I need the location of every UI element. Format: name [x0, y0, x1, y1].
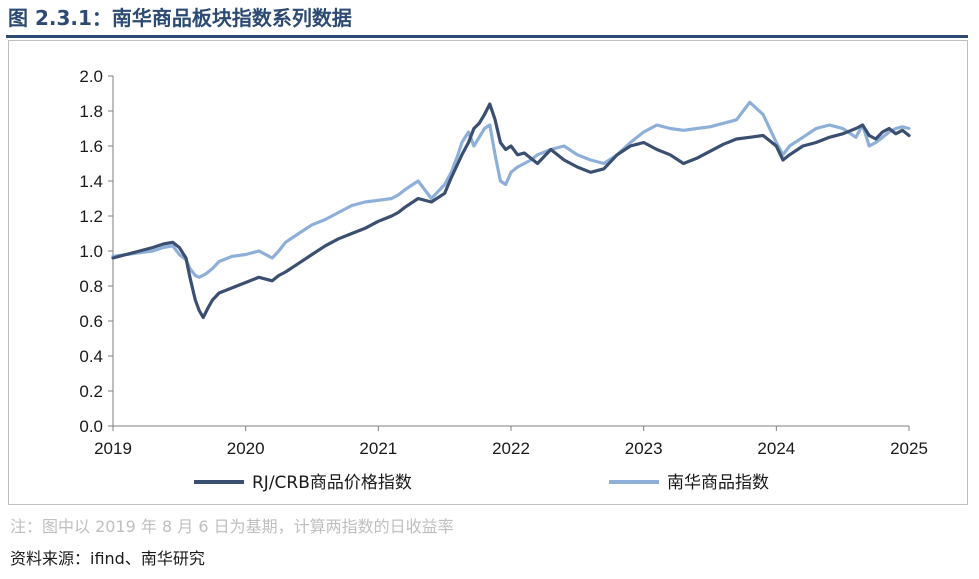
chart-frame: 0.0 0.2 0.4 0.6 0.8 1.0 1.2 1.4 1.6 1.8 2.0 2019 202… — [8, 40, 968, 505]
series-line-nanhua — [111, 100, 911, 279]
chart-title: 图 2.3.1：南华商品板块指数系列数据 — [8, 6, 352, 30]
x-tick-label: 2019 — [94, 439, 132, 458]
y-tick-label: 1.2 — [79, 207, 103, 226]
legend-item-nanhua-label: 南华商品指数 — [667, 473, 769, 493]
x-tick-label: 2022 — [492, 439, 530, 458]
y-tick-label: 1.0 — [79, 242, 103, 261]
y-tick-label: 2.0 — [79, 67, 103, 86]
series-line-rj-crb — [111, 102, 911, 320]
y-tick-label: 1.4 — [79, 172, 103, 191]
legend-item-rj-crb-label: RJ/CRB商品价格指数 — [252, 473, 412, 493]
y-tick-label: 0.6 — [79, 312, 103, 331]
x-tick-label: 2024 — [757, 439, 795, 458]
y-tick-label: 0.2 — [79, 382, 103, 401]
y-tick-label: 0.4 — [79, 347, 103, 366]
chart-note: 注：图中以 2019 年 8 月 6 日为基期，计算两指数的日收益率 — [10, 517, 454, 536]
title-divider — [6, 35, 968, 38]
x-tick-label: 2021 — [359, 439, 397, 458]
x-tick-label: 2023 — [625, 439, 663, 458]
x-tick-label: 2020 — [227, 439, 265, 458]
x-tick-label: 2025 — [890, 439, 928, 458]
y-tick-label: 0.8 — [79, 277, 103, 296]
y-tick-label: 0.0 — [79, 417, 103, 436]
chart-source: 资料来源：ifind、南华研究 — [10, 549, 205, 568]
line-chart: 0.0 0.2 0.4 0.6 0.8 1.0 1.2 1.4 1.6 1.8 2.0 2019 202… — [79, 67, 928, 493]
y-tick-label: 1.8 — [79, 102, 103, 121]
y-tick-label: 1.6 — [79, 137, 103, 156]
